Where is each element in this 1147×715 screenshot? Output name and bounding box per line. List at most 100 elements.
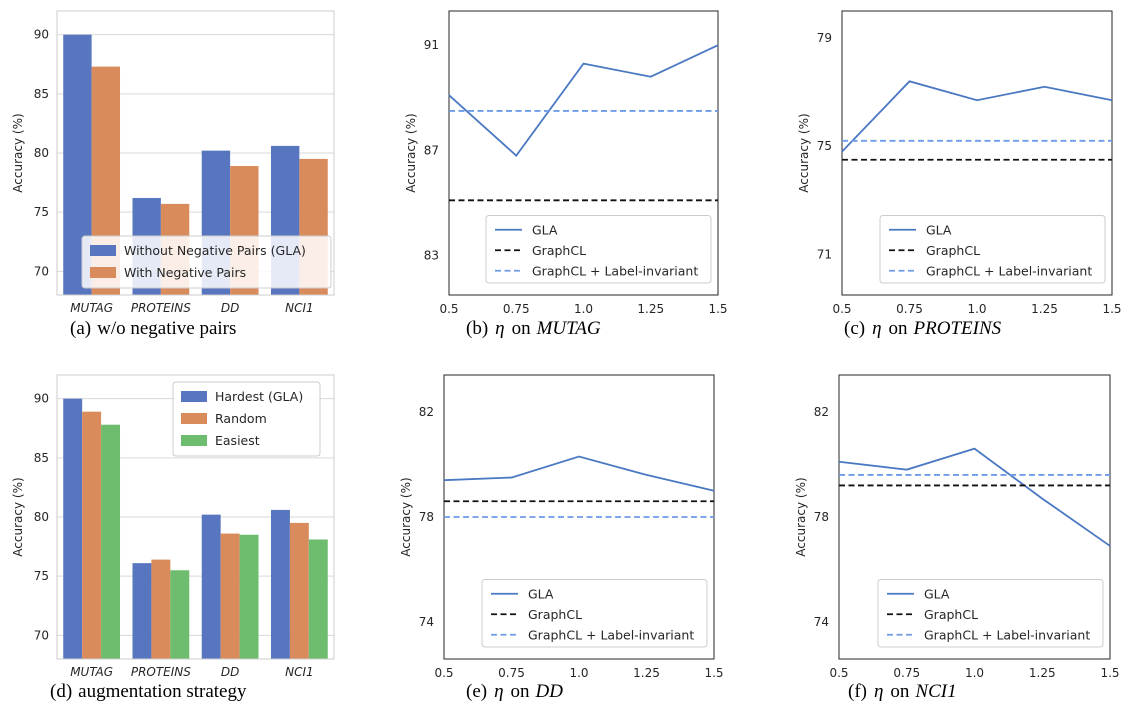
caption-on: on bbox=[511, 681, 531, 702]
caption-dataset: DD bbox=[535, 681, 564, 702]
y-axis-label: Accuracy (%) bbox=[404, 113, 418, 192]
panel-b: 83 87 91 0.5 0.75 1.0 1.25 1.5 GLA GraphCL GraphCL… bbox=[404, 10, 728, 339]
y-tick-label: 75 bbox=[34, 569, 49, 583]
x-tick-label: 0.75 bbox=[503, 302, 530, 316]
caption-prefix: (a) bbox=[70, 318, 91, 339]
series-line-gla bbox=[841, 80, 1113, 153]
legend-label: GLA bbox=[926, 222, 952, 237]
y-tick-label: 85 bbox=[34, 87, 49, 101]
y-tick-label: 90 bbox=[34, 392, 49, 406]
x-tick-label: 0.75 bbox=[893, 666, 920, 680]
x-tick-label: 1.0 bbox=[967, 302, 986, 316]
x-tick-label: DD bbox=[221, 301, 239, 315]
legend-swatch bbox=[181, 413, 207, 424]
x-tick-label: DD bbox=[221, 665, 239, 679]
bar-hardest-gla- bbox=[270, 509, 290, 659]
x-tick-label: 0.5 bbox=[829, 666, 848, 680]
x-tick-label: MUTAG bbox=[70, 301, 113, 315]
x-tick-label: 1.25 bbox=[1029, 666, 1056, 680]
bar-hardest-gla- bbox=[132, 563, 152, 659]
panel-f: 74 78 82 0.5 0.75 1.0 1.25 1.5 GLA GraphCL GraphCL… bbox=[794, 374, 1120, 702]
legend-box bbox=[81, 235, 332, 289]
bar-random bbox=[289, 522, 309, 659]
y-tick-label: 82 bbox=[814, 405, 829, 419]
caption-prefix: (c) bbox=[844, 318, 865, 339]
caption-prefix: (e) bbox=[466, 681, 487, 702]
legend-label: Random bbox=[215, 411, 267, 426]
x-tick-label: 0.5 bbox=[439, 302, 458, 316]
bar-random bbox=[220, 533, 240, 659]
legend-swatch bbox=[181, 391, 207, 402]
caption-prefix: (f) bbox=[848, 681, 867, 702]
caption-dataset: NCI1 bbox=[914, 681, 956, 702]
panel-d: 70 75 80 85 90 MUTAG PROTEINS DD NCI1 Hardest (GL… bbox=[11, 374, 335, 702]
y-tick-label: 80 bbox=[34, 146, 49, 160]
x-tick-label: 1.25 bbox=[633, 666, 660, 680]
y-axis-label: Accuracy (%) bbox=[797, 113, 811, 192]
y-axis-label: Accuracy (%) bbox=[399, 477, 413, 556]
legend-box bbox=[877, 579, 1104, 648]
y-axis-label: Accuracy (%) bbox=[11, 477, 25, 556]
panel-caption: (b) η on MUTAG bbox=[466, 318, 601, 339]
panel-c: 71 75 79 0.5 0.75 1.0 1.25 1.5 GLA GraphCL GraphCL… bbox=[797, 10, 1122, 339]
caption-prefix: (b) bbox=[466, 318, 488, 339]
caption-on: on bbox=[890, 681, 910, 702]
series-line-gla bbox=[448, 44, 719, 157]
legend-label: GraphCL bbox=[926, 243, 980, 258]
series-line-gla bbox=[838, 447, 1111, 547]
caption-on: on bbox=[512, 318, 532, 339]
bar-easiest bbox=[239, 534, 259, 659]
x-tick-label: 0.5 bbox=[832, 302, 851, 316]
x-tick-label: 0.75 bbox=[896, 302, 923, 316]
panel-e: 74 78 82 0.5 0.75 1.0 1.25 1.5 GLA GraphCL GraphCL… bbox=[399, 374, 724, 702]
bar-random bbox=[82, 411, 102, 659]
legend-label: GraphCL bbox=[532, 243, 586, 258]
legend-label: With Negative Pairs bbox=[124, 265, 246, 280]
x-tick-label: 1.25 bbox=[1031, 302, 1058, 316]
legend-swatch bbox=[181, 435, 207, 446]
panel-caption: (d) augmentation strategy bbox=[50, 681, 247, 702]
legend-swatch bbox=[90, 245, 116, 256]
bar-hardest-gla- bbox=[201, 514, 221, 659]
legend-box bbox=[485, 215, 712, 284]
bar-easiest bbox=[308, 539, 328, 659]
legend-label: GraphCL + Label-invariant bbox=[528, 627, 694, 642]
x-tick-label: 0.75 bbox=[498, 666, 525, 680]
x-tick-label: NCI1 bbox=[285, 665, 314, 679]
y-tick-label: 90 bbox=[34, 28, 49, 42]
y-tick-label: 78 bbox=[419, 510, 434, 524]
legend-label: GLA bbox=[528, 586, 554, 601]
bar-easiest bbox=[170, 570, 190, 659]
caption-eta: η bbox=[872, 318, 881, 339]
legend-box bbox=[879, 215, 1106, 284]
legend-label: Easiest bbox=[215, 433, 260, 448]
caption-text: augmentation strategy bbox=[78, 681, 247, 702]
y-tick-label: 78 bbox=[814, 510, 829, 524]
y-axis-label: Accuracy (%) bbox=[11, 113, 25, 192]
series-line-gla bbox=[443, 455, 715, 492]
legend-box bbox=[481, 579, 708, 648]
legend-label: Hardest (GLA) bbox=[215, 389, 303, 404]
x-tick-label: 1.5 bbox=[704, 666, 723, 680]
x-tick-label: PROTEINS bbox=[131, 665, 191, 679]
panel-caption: (f) η on NCI1 bbox=[848, 681, 957, 702]
y-tick-label: 85 bbox=[34, 451, 49, 465]
y-tick-label: 70 bbox=[34, 264, 49, 278]
x-tick-label: 1.5 bbox=[1102, 302, 1121, 316]
caption-eta: η bbox=[874, 681, 883, 702]
caption-text: w/o negative pairs bbox=[97, 318, 236, 339]
y-tick-label: 70 bbox=[34, 628, 49, 642]
y-tick-label: 91 bbox=[424, 38, 439, 52]
plot-frame bbox=[56, 10, 335, 296]
caption-eta: η bbox=[495, 318, 504, 339]
x-tick-label: 1.0 bbox=[574, 302, 593, 316]
legend-label: GraphCL bbox=[528, 607, 582, 622]
plot-frame bbox=[56, 374, 335, 660]
y-axis-label: Accuracy (%) bbox=[794, 477, 808, 556]
legend-label: GraphCL bbox=[924, 607, 978, 622]
panel-caption: (e) η on DD bbox=[466, 681, 563, 702]
legend-label: GLA bbox=[924, 586, 950, 601]
legend-label: GLA bbox=[532, 222, 558, 237]
caption-prefix: (d) bbox=[50, 681, 72, 702]
y-tick-label: 87 bbox=[424, 143, 439, 157]
